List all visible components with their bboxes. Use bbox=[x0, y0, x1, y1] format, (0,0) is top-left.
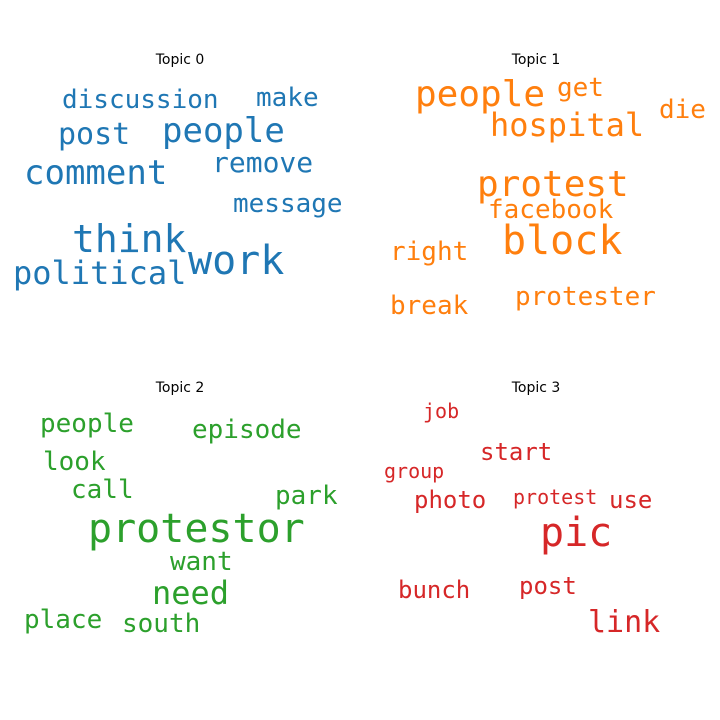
topic-3-word-bunch: bunch bbox=[398, 576, 470, 604]
topic-1-word-people: people bbox=[415, 74, 545, 115]
topic-2-word-protestor: protestor bbox=[88, 506, 305, 552]
topic-0-word-work: work bbox=[188, 238, 284, 284]
topic-3-word-post: post bbox=[519, 572, 577, 600]
topic-1-word-hospital: hospital bbox=[490, 106, 644, 144]
topic-2-word-need: need bbox=[152, 574, 229, 612]
topic-2-word-look: look bbox=[43, 447, 106, 477]
topic-3-word-pic: pic bbox=[540, 510, 612, 556]
topic-3-word-link: link bbox=[588, 605, 660, 640]
topic-2-title: Topic 2 bbox=[155, 380, 205, 396]
topic-1-word-right: right bbox=[390, 237, 468, 267]
topic-1-word-break: break bbox=[390, 291, 469, 321]
topic-1-word-get: get bbox=[557, 73, 604, 103]
topic-3-title: Topic 3 bbox=[511, 380, 561, 396]
topic-1-word-die: die bbox=[659, 95, 706, 125]
topic-0-panel: Topic 0 discussion make post people comment r… bbox=[0, 0, 360, 360]
topic-1-word-protest: protest bbox=[477, 164, 629, 205]
topic-2-panel: Topic 2 people episode look call park protest… bbox=[0, 328, 360, 688]
topic-3-word-start: start bbox=[480, 438, 552, 466]
topic-1-wordcloud: people get die hospital protestfacebookblock… bbox=[390, 73, 706, 321]
topic-0-word-comment: comment bbox=[24, 153, 167, 193]
topic-2-word-south: south bbox=[122, 609, 200, 639]
topic-0-word-think: think bbox=[72, 217, 187, 261]
topic-1-word-facebook: facebook bbox=[488, 195, 614, 225]
topic-0-word-message: message bbox=[233, 189, 343, 219]
topic-3-word-use: use bbox=[609, 486, 652, 514]
topic-3-word-protest: protest bbox=[513, 485, 597, 509]
topic-0-word-post: post bbox=[58, 117, 130, 152]
topic-2-word-park: park bbox=[275, 481, 338, 511]
topic-2-word-call: call bbox=[71, 475, 134, 505]
topic-0-word-people: people bbox=[162, 111, 285, 151]
topic-1-title: Topic 1 bbox=[511, 52, 561, 68]
topic-1-word-block: block bbox=[502, 218, 622, 264]
topic-0-word-discussion: discussion bbox=[62, 85, 219, 115]
topic-0-word-political: political bbox=[13, 254, 186, 292]
topic-2-word-episode: episode bbox=[192, 415, 302, 445]
topic-3-word-photo: photo bbox=[414, 486, 486, 514]
topic-0-title: Topic 0 bbox=[155, 52, 205, 68]
topic-3-panel: Topic 3 job start group photo protest use pic b… bbox=[356, 328, 716, 688]
topic-2-word-people: people bbox=[40, 409, 134, 439]
topic-0-word-remove: remove bbox=[212, 146, 313, 179]
topic-3-word-group: group bbox=[384, 459, 444, 483]
topic-1-panel: Topic 1 people get die hospital protest faceb… bbox=[356, 0, 716, 360]
topic-2-word-want: want bbox=[170, 547, 233, 577]
topic-0-word-make: make bbox=[256, 83, 319, 113]
topic-2-word-place: place bbox=[24, 605, 102, 635]
topic-3-word-job: job bbox=[423, 399, 459, 423]
topic-1-word-protester: protester bbox=[515, 282, 656, 312]
